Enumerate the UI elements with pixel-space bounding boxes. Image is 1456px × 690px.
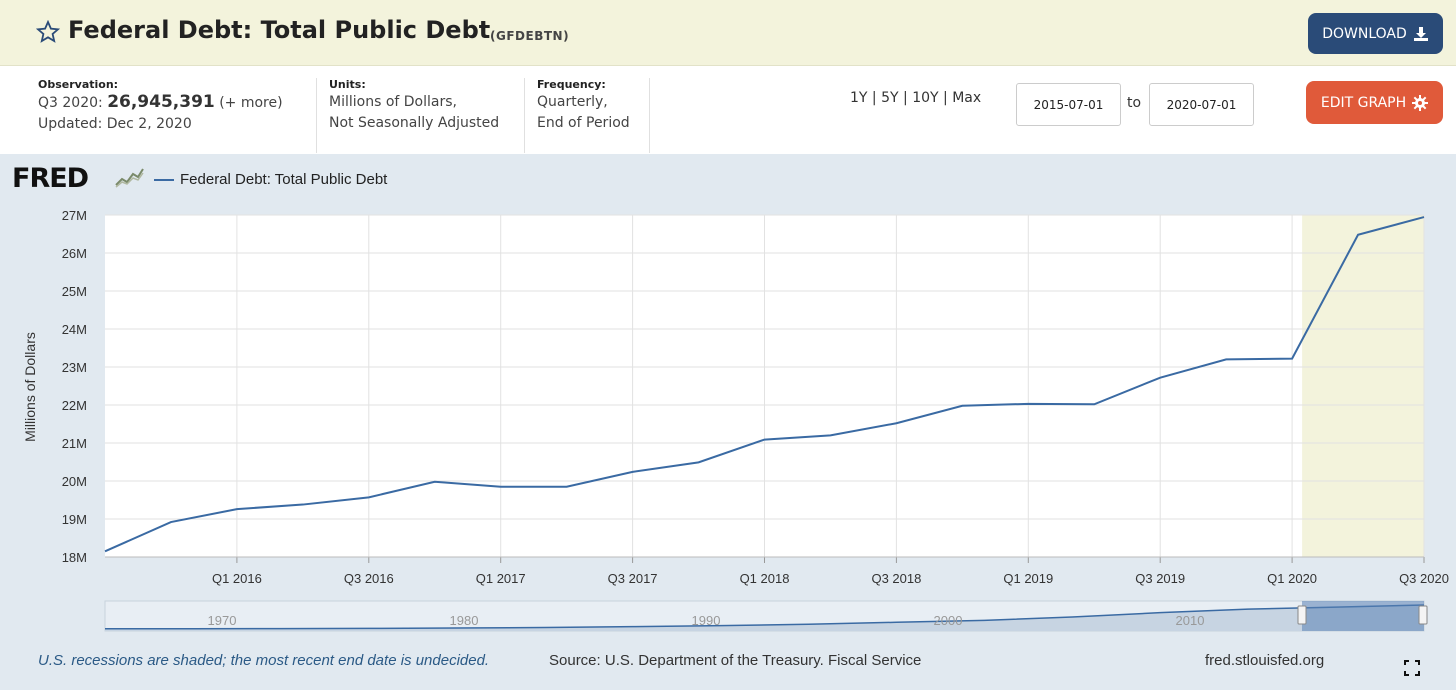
meta-row: Observation: Q3 2020: 26,945,391 (+ more…: [0, 66, 1456, 154]
observation-label: Observation:: [38, 78, 119, 91]
x-tick-label: Q3 2020: [1399, 571, 1449, 586]
frequency-line2: End of Period: [537, 115, 630, 131]
observation-block: Observation: Q3 2020: 26,945,391 (+ more…: [38, 78, 283, 135]
observation-more-link[interactable]: (+ more): [219, 95, 283, 111]
fred-logo-chart-icon: [115, 168, 144, 188]
overview-selection: [1302, 601, 1424, 631]
y-tick-label: 21M: [62, 436, 87, 451]
legend-label: Federal Debt: Total Public Debt: [180, 171, 388, 188]
to-label: to: [1127, 95, 1142, 111]
overview-left-handle[interactable]: [1297, 605, 1307, 625]
series-line: [104, 216, 1425, 553]
y-tick-label: 20M: [62, 474, 87, 489]
y-tick-label: 26M: [62, 246, 87, 261]
source-note: Source: U.S. Department of the Treasury.…: [549, 652, 922, 669]
x-tick-label: Q1 2020: [1267, 571, 1317, 586]
download-icon: [1413, 26, 1428, 41]
y-tick-label: 24M: [62, 322, 87, 337]
frequency-label: Frequency:: [537, 78, 606, 91]
range-max-link[interactable]: Max: [952, 90, 982, 106]
overview-area: [105, 605, 1424, 631]
overview-tick-label: 1990: [692, 613, 721, 628]
overview-tick-label: 2000: [934, 613, 963, 628]
fred-logo: FRED: [12, 163, 89, 194]
x-tick-label: Q3 2016: [344, 571, 394, 586]
divider: [316, 78, 317, 153]
range-5y-link[interactable]: 5Y: [881, 90, 899, 106]
y-tick-label: 25M: [62, 284, 87, 299]
overview-right-handle[interactable]: [1418, 605, 1428, 625]
divider: [649, 78, 650, 153]
overview-line: [105, 604, 1425, 630]
observation-period: Q3 2020:: [38, 95, 103, 111]
recession-note: U.S. recessions are shaded; the most rec…: [38, 652, 490, 669]
y-tick-label: 18M: [62, 550, 87, 565]
download-label: DOWNLOAD: [1322, 25, 1407, 42]
separator: |: [903, 90, 908, 106]
gear-icon: [1412, 94, 1429, 111]
separator: |: [943, 90, 948, 106]
overview-tick-label: 2010: [1176, 613, 1205, 628]
x-tick-label: Q1 2017: [476, 571, 526, 586]
x-tick-label: Q3 2018: [871, 571, 921, 586]
y-tick-label: 19M: [62, 512, 87, 527]
frequency-block: Frequency: Quarterly, End of Period: [537, 78, 630, 134]
edit-graph-button[interactable]: EDIT GRAPH: [1306, 81, 1443, 124]
star-icon[interactable]: [36, 20, 60, 44]
units-label: Units:: [329, 78, 366, 91]
fullscreen-icon[interactable]: [1404, 660, 1420, 676]
y-tick-label: 23M: [62, 360, 87, 375]
observation-value: 26,945,391: [107, 92, 215, 112]
y-tick-label: 22M: [62, 398, 87, 413]
end-date-input[interactable]: 2020-07-01: [1149, 83, 1254, 126]
units-line1: Millions of Dollars,: [329, 94, 457, 110]
y-axis-label: Millions of Dollars: [22, 332, 38, 442]
updated-date: Updated: Dec 2, 2020: [38, 116, 192, 132]
site-link[interactable]: fred.stlouisfed.org: [1205, 652, 1325, 669]
x-tick-label: Q1 2016: [212, 571, 262, 586]
y-tick-label: 27M: [62, 208, 87, 223]
units-block: Units: Millions of Dollars, Not Seasonal…: [329, 78, 499, 134]
edit-graph-label: EDIT GRAPH: [1320, 94, 1407, 111]
x-tick-label: Q3 2019: [1135, 571, 1185, 586]
frequency-line1: Quarterly,: [537, 94, 608, 110]
x-tick-label: Q1 2018: [740, 571, 790, 586]
range-links: 1Y | 5Y | 10Y | Max: [850, 90, 981, 106]
overview-tick-label: 1970: [208, 613, 237, 628]
download-button[interactable]: DOWNLOAD: [1308, 13, 1443, 54]
separator: |: [871, 90, 877, 106]
range-10y-link[interactable]: 10Y: [912, 90, 939, 106]
page-title: Federal Debt: Total Public Debt: [68, 16, 491, 44]
units-line2: Not Seasonally Adjusted: [329, 115, 500, 131]
overview-tick-label: 1980: [450, 613, 479, 628]
divider: [524, 78, 525, 153]
x-tick-label: Q3 2017: [608, 571, 658, 586]
x-tick-label: Q1 2019: [1003, 571, 1053, 586]
title-bar: Federal Debt: Total Public Debt (GFDEBTN…: [0, 0, 1456, 66]
range-1y-link[interactable]: 1Y: [850, 90, 868, 106]
recession-shade: [1302, 215, 1424, 557]
series-id: (GFDEBTN): [490, 29, 570, 43]
start-date-input[interactable]: 2015-07-01: [1016, 83, 1121, 126]
legend-swatch: [154, 179, 174, 181]
